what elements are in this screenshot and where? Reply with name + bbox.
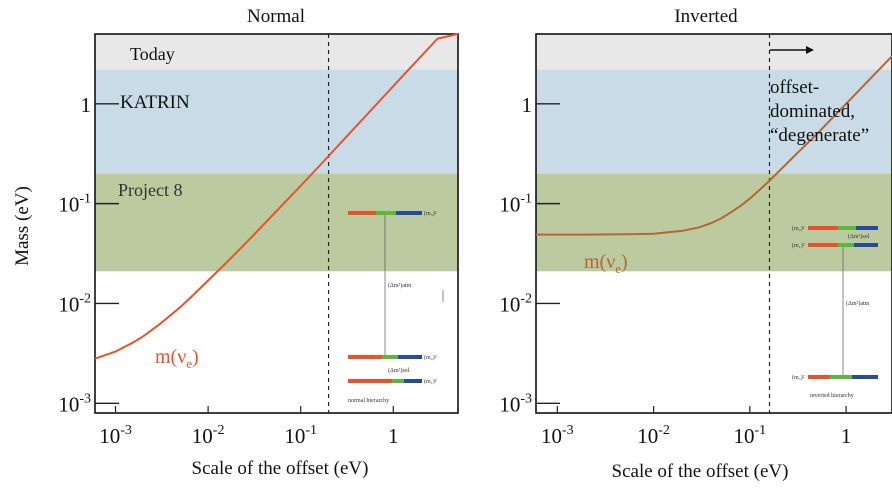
inset-label-m2-inv: (m₂)² xyxy=(792,225,805,232)
band-1 xyxy=(95,69,458,174)
inset-label-sol: (Δm²)sol xyxy=(388,367,410,374)
band-0 xyxy=(536,34,892,70)
inset-label-sol-inv: (Δm²)sol xyxy=(848,233,870,240)
inset-label-m2: (m₂)² xyxy=(424,354,437,361)
normal-series-label: m(νe) xyxy=(155,346,199,371)
y-axis-label: Mass (eV) xyxy=(12,186,33,266)
x-tick-label: 10-1 xyxy=(284,423,317,448)
inverted-bands xyxy=(536,34,892,272)
band-label-today: Today xyxy=(130,44,175,64)
inset-caption-inverted: inverted hierarchy xyxy=(810,393,854,399)
x-tick-label: 10-2 xyxy=(192,423,225,448)
inverted-x-axis-label: Scale of the offset (eV) xyxy=(612,461,789,482)
band-label-katrin: KATRIN xyxy=(120,92,190,113)
normal-axis-ticks: 10-3 10-2 10-1 1 10-3 10-2 10-1 1 xyxy=(58,93,398,448)
annotation-line-2: dominated, xyxy=(770,101,855,122)
x-tick-label: 10-3 xyxy=(99,423,132,448)
inset-label-atm: (Δm²)atm xyxy=(388,282,412,289)
normal-mass-curve xyxy=(94,33,459,360)
normal-x-axis-label: Scale of the offset (eV) xyxy=(192,458,369,479)
band-2 xyxy=(95,173,458,272)
band-1 xyxy=(536,69,892,174)
y-tick-label: 10-3 xyxy=(499,391,532,416)
normal-hierarchy-inset: (m₃)² (Δm²)atm (m₂)² (Δm²)sol (m₁)² norm… xyxy=(348,210,444,404)
band-0 xyxy=(95,34,458,70)
x-tick-label: 1 xyxy=(388,424,399,448)
normal-plot-frame xyxy=(94,33,459,414)
inset-label-m3: (m₃)² xyxy=(424,210,437,217)
x-tick-label: 1 xyxy=(841,424,852,448)
inverted-hierarchy-inset: (m₂)² (Δm²)sol (m₁)² (Δm²)atm (m₃)² inve… xyxy=(792,225,878,399)
offset-arrow-head xyxy=(806,46,814,54)
inverted-panel: 10-3 10-2 10-1 1 10-3 10-2 10-1 1 m(νe) offset-… xyxy=(499,6,892,482)
y-tick-label: 10-2 xyxy=(58,291,91,316)
band-label-project8: Project 8 xyxy=(118,180,183,200)
normal-title: Normal xyxy=(247,6,305,27)
normal-bands xyxy=(95,34,458,272)
inset-caption-normal: normal hierarchy xyxy=(348,398,389,404)
inset-label-atm-inv: (Δm²)atm xyxy=(846,300,870,307)
inset-label-m1: (m₁)² xyxy=(424,378,437,385)
inverted-plot-frame xyxy=(535,33,892,414)
annotation-line-1: offset- xyxy=(770,77,819,98)
x-tick-label: 10-3 xyxy=(541,423,574,448)
x-tick-label: 10-2 xyxy=(637,423,670,448)
inverted-title: Inverted xyxy=(674,6,738,27)
inset-label-m3-inv: (m₃)² xyxy=(792,374,805,381)
inverted-axis-ticks: 10-3 10-2 10-1 1 10-3 10-2 10-1 1 xyxy=(499,93,851,448)
y-tick-label: 1 xyxy=(81,93,92,117)
inset-label-m1-inv: (m₁)² xyxy=(792,242,805,249)
y-tick-label: 10-1 xyxy=(58,192,91,217)
y-tick-label: 10-1 xyxy=(499,192,532,217)
y-tick-label: 10-3 xyxy=(58,391,91,416)
inverted-series-label: m(νe) xyxy=(584,251,628,276)
x-tick-label: 10-1 xyxy=(734,423,767,448)
inverted-mass-curve xyxy=(536,55,892,236)
y-tick-label: 1 xyxy=(522,93,533,117)
annotation-line-3: “degenerate” xyxy=(770,125,869,146)
y-tick-label: 10-2 xyxy=(499,291,532,316)
